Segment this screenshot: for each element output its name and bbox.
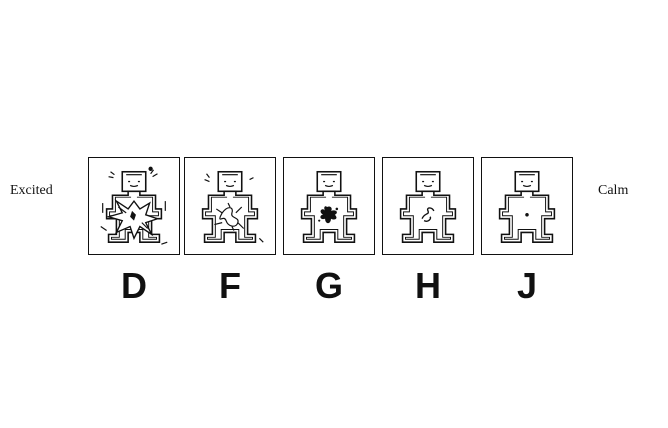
letter-h: H <box>415 265 441 306</box>
label-calm: Calm <box>598 183 629 198</box>
figure-icon <box>201 170 264 243</box>
small-squiggle-icon <box>421 207 435 222</box>
panel-g <box>283 157 375 255</box>
dot-icon <box>525 213 529 217</box>
figure-icon <box>399 170 457 243</box>
letter-f: F <box>219 265 241 306</box>
letter-g: G <box>314 265 343 306</box>
letter-j: J <box>516 265 538 306</box>
label-excited: Excited <box>10 183 53 198</box>
explosion-burst-icon <box>106 199 160 241</box>
splat-icon <box>318 206 339 224</box>
panel-d <box>88 157 180 255</box>
figure-icon <box>498 170 556 243</box>
panel-j <box>481 157 573 255</box>
figure-icon <box>300 170 358 243</box>
figure-icon <box>100 166 168 245</box>
letter-d: D <box>121 265 147 306</box>
panel-f <box>184 157 276 255</box>
scribble-burst-icon <box>214 202 245 231</box>
panel-h <box>382 157 474 255</box>
